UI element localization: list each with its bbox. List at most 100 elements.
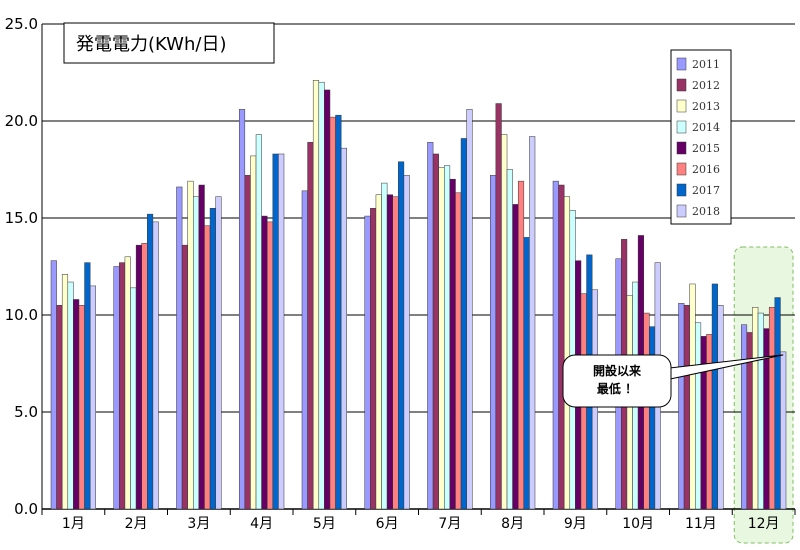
bar (152, 221, 159, 510)
bar (193, 196, 200, 510)
bar (318, 81, 325, 510)
bar (147, 213, 154, 510)
callout-text: 開設以来 (593, 363, 642, 378)
bar (432, 153, 439, 510)
x-tick-label: 2月 (125, 516, 148, 532)
legend-label: 2012 (692, 79, 720, 92)
bar (364, 215, 371, 510)
bar (768, 306, 776, 510)
bar (370, 208, 377, 510)
bar (506, 169, 513, 510)
x-tick-label: 6月 (376, 516, 399, 532)
bar (324, 89, 331, 510)
bar (398, 161, 405, 510)
title-box (63, 22, 275, 64)
bar (130, 287, 137, 510)
bar (135, 244, 142, 510)
bar (711, 283, 718, 510)
bar (563, 196, 571, 510)
bar (215, 196, 222, 510)
bar (278, 153, 285, 510)
bar (678, 303, 685, 510)
bar (757, 312, 764, 510)
x-tick-label: 12月 (748, 516, 780, 532)
bar (523, 237, 530, 510)
legend-swatch (676, 78, 687, 92)
x-tick-label: 3月 (187, 516, 210, 532)
legend-swatch (676, 204, 687, 218)
bar (466, 109, 473, 510)
bar (517, 180, 525, 510)
bar (61, 274, 69, 510)
bar (438, 167, 445, 510)
x-tick-label: 8月 (501, 516, 524, 532)
bar (329, 116, 336, 510)
bar (239, 109, 246, 510)
bar (643, 312, 650, 510)
bar (209, 208, 216, 510)
bar (403, 175, 410, 510)
legend-label: 2013 (692, 100, 720, 113)
bar (649, 326, 656, 510)
bar (113, 266, 120, 510)
bar (689, 283, 696, 510)
bar (695, 322, 702, 510)
legend-swatch (676, 183, 687, 197)
bar (312, 80, 320, 510)
bar (307, 142, 314, 510)
x-tick-label: 10月 (622, 516, 654, 532)
bar (706, 334, 713, 510)
bar (495, 103, 502, 510)
x-tick-label: 7月 (438, 516, 461, 532)
bar (774, 297, 781, 510)
bar (119, 262, 126, 510)
bar (386, 194, 393, 510)
bar (181, 244, 188, 510)
bar (301, 190, 308, 510)
x-tick-label: 11月 (685, 516, 717, 532)
legend-swatch (676, 120, 687, 134)
y-tick-label: 25.0 (5, 15, 38, 33)
bar (89, 285, 96, 510)
legend-label: 2018 (692, 205, 720, 218)
bar (490, 175, 497, 510)
bar (50, 260, 57, 510)
x-tick-label: 5月 (313, 516, 336, 532)
bar (741, 324, 748, 510)
bar (427, 142, 434, 510)
bar (455, 192, 462, 510)
bar (558, 184, 565, 510)
bar (198, 184, 205, 510)
bar (763, 328, 770, 510)
bar (780, 351, 787, 510)
legend-swatch (676, 57, 687, 71)
bar (124, 256, 131, 510)
bar (255, 134, 262, 510)
bar (187, 180, 194, 510)
bar (67, 281, 74, 510)
bar (272, 153, 279, 510)
bar (375, 194, 382, 510)
y-tick-label: 10.0 (5, 306, 38, 324)
bar (717, 305, 724, 510)
bar (683, 305, 690, 510)
callout-text: 最低 ！ (597, 381, 637, 396)
chart-title: 発電電力(KWh/日) (76, 34, 226, 55)
legend-label: 2016 (692, 163, 720, 176)
callout-joint (657, 370, 663, 380)
y-tick-label: 0.0 (14, 500, 38, 518)
legend-label: 2015 (692, 142, 720, 155)
bar (141, 242, 148, 510)
bar (204, 225, 211, 510)
y-tick-label: 5.0 (14, 403, 38, 421)
bar (56, 305, 63, 510)
x-tick-label: 1月 (62, 516, 85, 532)
bar (700, 336, 707, 510)
x-tick-label: 4月 (250, 516, 273, 532)
bar (244, 175, 251, 510)
bar (78, 305, 85, 510)
bar (381, 182, 388, 510)
bar (460, 138, 467, 510)
x-tick-label: 9月 (564, 516, 587, 532)
bar (261, 215, 268, 510)
